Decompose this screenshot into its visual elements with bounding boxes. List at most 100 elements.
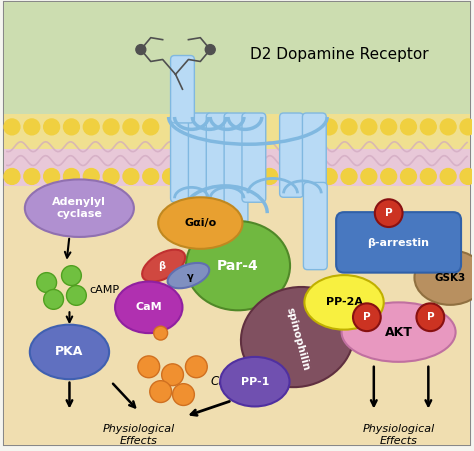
Circle shape [83, 119, 99, 135]
Ellipse shape [25, 179, 134, 237]
Circle shape [62, 266, 82, 285]
Circle shape [44, 119, 60, 135]
Text: P: P [363, 312, 371, 322]
Text: Adenylyl
cyclase: Adenylyl cyclase [53, 198, 106, 219]
FancyBboxPatch shape [171, 113, 194, 202]
Circle shape [37, 272, 56, 292]
Ellipse shape [414, 250, 474, 305]
Circle shape [341, 119, 357, 135]
Circle shape [123, 169, 139, 184]
Circle shape [242, 169, 258, 184]
Circle shape [103, 119, 119, 135]
Circle shape [321, 169, 337, 184]
FancyBboxPatch shape [336, 212, 461, 272]
FancyBboxPatch shape [4, 2, 470, 445]
Circle shape [143, 119, 159, 135]
Text: P: P [385, 208, 392, 218]
Ellipse shape [158, 197, 243, 249]
Text: Gαi/o: Gαi/o [184, 218, 217, 228]
FancyBboxPatch shape [4, 147, 470, 186]
Text: β: β [158, 261, 165, 271]
Circle shape [163, 169, 179, 184]
Circle shape [381, 119, 397, 135]
Circle shape [66, 285, 86, 305]
Circle shape [353, 304, 381, 331]
Circle shape [460, 169, 474, 184]
Circle shape [150, 381, 172, 402]
Text: P: P [427, 312, 434, 322]
Text: Physiological
Effects: Physiological Effects [103, 424, 175, 446]
Circle shape [401, 119, 417, 135]
Circle shape [375, 199, 402, 227]
Circle shape [420, 119, 436, 135]
Circle shape [341, 169, 357, 184]
Text: Par-4: Par-4 [217, 259, 259, 273]
FancyBboxPatch shape [4, 137, 470, 445]
Text: spinophilin: spinophilin [284, 306, 311, 372]
Circle shape [460, 119, 474, 135]
FancyBboxPatch shape [303, 182, 327, 270]
Text: PKA: PKA [55, 345, 83, 359]
Ellipse shape [220, 357, 290, 406]
Circle shape [138, 356, 160, 378]
Ellipse shape [168, 263, 209, 288]
Text: D2 Dopamine Receptor: D2 Dopamine Receptor [250, 47, 428, 62]
Circle shape [420, 169, 436, 184]
Text: γ: γ [187, 272, 194, 281]
Ellipse shape [241, 287, 354, 387]
Circle shape [4, 119, 20, 135]
Circle shape [417, 304, 444, 331]
Circle shape [143, 169, 159, 184]
Circle shape [154, 326, 168, 340]
Ellipse shape [342, 302, 456, 362]
Circle shape [440, 169, 456, 184]
Circle shape [64, 119, 79, 135]
FancyBboxPatch shape [4, 2, 470, 136]
FancyBboxPatch shape [4, 114, 470, 159]
Ellipse shape [30, 325, 109, 379]
FancyBboxPatch shape [242, 113, 266, 202]
Circle shape [123, 119, 139, 135]
Ellipse shape [115, 281, 182, 333]
Circle shape [185, 356, 207, 378]
Circle shape [321, 119, 337, 135]
Circle shape [4, 169, 20, 184]
FancyBboxPatch shape [206, 113, 230, 202]
Circle shape [44, 169, 60, 184]
FancyBboxPatch shape [171, 55, 194, 123]
Circle shape [182, 169, 198, 184]
Circle shape [24, 169, 40, 184]
FancyBboxPatch shape [4, 114, 470, 149]
Text: PP-1: PP-1 [241, 377, 269, 387]
Circle shape [44, 290, 64, 309]
Ellipse shape [304, 275, 384, 330]
Circle shape [381, 169, 397, 184]
Circle shape [83, 169, 99, 184]
Text: Physiological
Effects: Physiological Effects [363, 424, 435, 446]
Text: AKT: AKT [385, 326, 412, 339]
Text: β-arrestin: β-arrestin [368, 238, 429, 248]
Circle shape [361, 169, 377, 184]
Text: cAMP: cAMP [89, 285, 119, 295]
Text: CaM: CaM [136, 302, 162, 313]
Circle shape [301, 119, 317, 135]
Text: PP-2A: PP-2A [326, 297, 363, 308]
Circle shape [173, 384, 194, 405]
Ellipse shape [142, 250, 185, 282]
Circle shape [222, 169, 238, 184]
Circle shape [262, 169, 278, 184]
FancyBboxPatch shape [4, 137, 470, 186]
FancyBboxPatch shape [224, 113, 248, 232]
Circle shape [136, 45, 146, 55]
Circle shape [440, 119, 456, 135]
FancyBboxPatch shape [189, 113, 212, 232]
Circle shape [401, 169, 417, 184]
Circle shape [202, 169, 218, 184]
Ellipse shape [186, 221, 290, 310]
Circle shape [24, 119, 40, 135]
Circle shape [301, 169, 317, 184]
Text: GSK3: GSK3 [435, 272, 466, 283]
FancyBboxPatch shape [302, 113, 326, 197]
Circle shape [205, 45, 215, 55]
Circle shape [103, 169, 119, 184]
